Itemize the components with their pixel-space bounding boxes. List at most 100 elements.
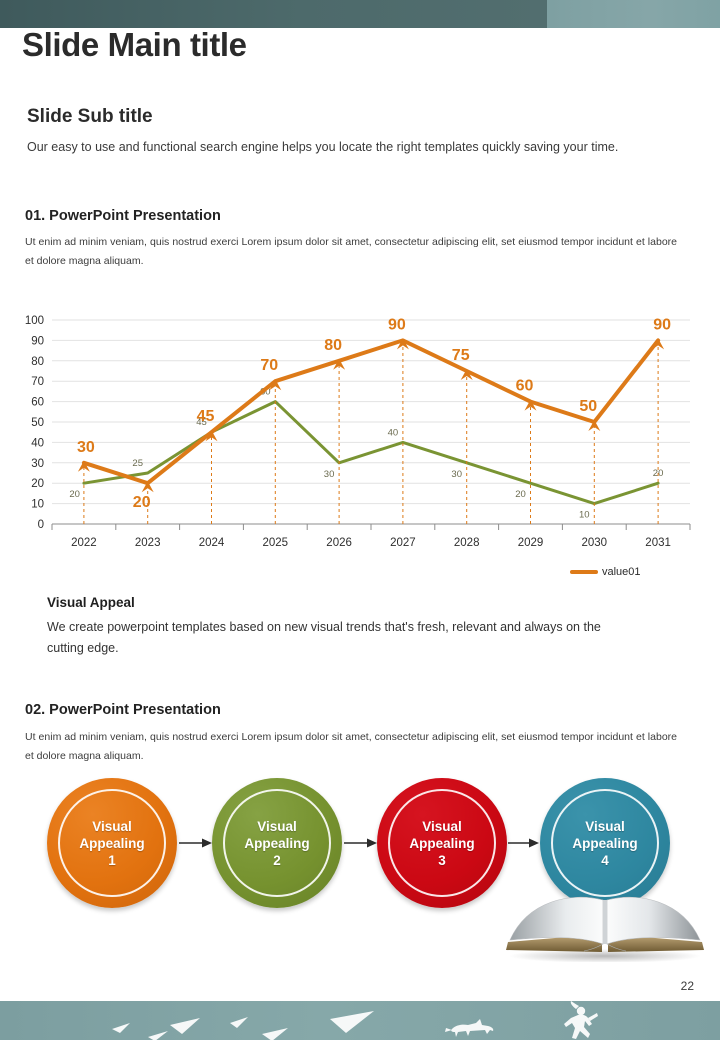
slide-sub-description: Our easy to use and functional search en…: [27, 140, 619, 154]
series-value01-data-label: 20: [133, 494, 151, 511]
series-value02-data-label: 45: [196, 417, 207, 428]
series-line-value01: [81, 338, 661, 486]
process-circle-3-label: Visual Appealing 3: [409, 818, 474, 869]
series-value01-data-label: 80: [324, 337, 342, 354]
process-circles-row: Visual Appealing 1 Visual Appealing 2 Vi…: [0, 778, 720, 913]
y-axis-tick-label: 0: [38, 519, 44, 531]
y-axis-tick-label: 60: [31, 397, 44, 409]
x-axis-tick-label: 2029: [518, 537, 544, 549]
line-chart: 0 10 20 30 40 50 60 70 80 90 100 2022 2023 2024 2025 20…: [12, 312, 702, 562]
circle-inner-ring: [223, 789, 331, 897]
circle-label-line2: Appealing: [409, 835, 475, 851]
legend-label-value01: value01: [602, 566, 641, 578]
header-bar-dark-segment: [0, 0, 547, 28]
series-value01-arrow-marker: [588, 420, 601, 431]
x-axis-tick-label: 2022: [71, 537, 97, 549]
circle-label-line3: 2: [273, 852, 281, 868]
series-value01-data-label: 70: [260, 357, 278, 374]
bird-icon-5: [262, 1028, 288, 1040]
series-value02-data-label: 20: [515, 489, 526, 500]
circle-inner-ring: [551, 789, 659, 897]
series-value01-data-label: 60: [516, 378, 534, 395]
series-value01-data-label: 90: [388, 316, 406, 333]
y-axis-tick-label: 100: [25, 315, 44, 327]
process-circle-2-label: Visual Appealing 2: [244, 818, 309, 869]
visual-appeal-body: We create powerpoint templates based on …: [47, 620, 601, 655]
bird-icon-3: [170, 1018, 200, 1034]
footer-silhouette-art: [112, 1001, 598, 1040]
footer-bar: [0, 1001, 720, 1040]
circle-label-line3: 1: [108, 852, 116, 868]
series-value01-data-label: 75: [452, 347, 470, 364]
series-line-value02: [82, 400, 660, 506]
x-axis-tick-label: 2025: [263, 537, 289, 549]
circle-label-line1: Visual: [92, 818, 132, 834]
x-axis-tick-label: 2023: [135, 537, 161, 549]
chart-legend: value01: [570, 566, 641, 578]
arrow-right-icon-2: [344, 838, 377, 848]
y-axis-tick-label: 40: [31, 437, 44, 449]
y-axis-tick-label: 10: [31, 499, 44, 511]
series-value02-data-label: 20: [69, 489, 80, 500]
section-02-heading: 02. PowerPoint Presentation: [25, 702, 221, 718]
circle-inner-ring: [58, 789, 166, 897]
series-value01-arrow-marker: [652, 338, 665, 350]
series-value01-arrow-marker: [205, 430, 218, 442]
legend-swatch-value01: [570, 570, 598, 574]
series-value01-arrow-marker: [460, 369, 473, 380]
section-01-body: Ut enim ad minim veniam, quis nostrud ex…: [25, 236, 677, 267]
open-book-image: [506, 897, 704, 962]
header-bar-light-segment: [547, 0, 720, 28]
section-01-heading: 01. PowerPoint Presentation: [25, 208, 221, 224]
circle-label-line2: Appealing: [572, 835, 638, 851]
series-value01-arrow-marker: [269, 379, 282, 391]
series-value02-data-label: 40: [388, 427, 399, 438]
bird-icon-6: [330, 1011, 374, 1033]
x-axis-tick-label: 2030: [582, 537, 608, 549]
arrow-right-icon-3: [508, 838, 539, 848]
series-value02-data-label: 60: [260, 387, 271, 398]
process-circle-1[interactable]: Visual Appealing 1: [47, 778, 177, 908]
series-value01-data-label: 45: [197, 408, 215, 425]
page-number: 22: [680, 979, 694, 993]
bird-icon-4: [230, 1017, 248, 1028]
series-value01-arrow-marker: [396, 338, 409, 350]
circle-label-line3: 4: [601, 852, 609, 868]
series-value01-arrow-marker: [333, 358, 346, 370]
circle-label-line2: Appealing: [244, 835, 310, 851]
section-02-body: Ut enim ad minim veniam, quis nostrud ex…: [25, 731, 677, 762]
x-axis-tick-label: 2026: [326, 537, 352, 549]
slide-sub-title: Slide Sub title: [27, 106, 153, 127]
circle-label-line1: Visual: [585, 818, 625, 834]
x-axis-tick-label: 2028: [454, 537, 480, 549]
circle-label-line3: 3: [438, 852, 446, 868]
series-value02-data-label: 10: [579, 510, 590, 521]
dog-silhouette-icon: [445, 1019, 494, 1037]
process-circle-4[interactable]: Visual Appealing 4: [540, 778, 670, 908]
process-circle-3[interactable]: Visual Appealing 3: [377, 778, 507, 908]
circle-label-line1: Visual: [422, 818, 462, 834]
arrow-right-icon-1: [179, 838, 212, 848]
series-value01-data-label: 50: [579, 398, 597, 415]
x-axis-tick-label: 2027: [390, 537, 416, 549]
series-value01-data-label: 90: [653, 316, 671, 333]
process-circle-4-label: Visual Appealing 4: [572, 818, 637, 869]
x-axis-tick-label: 2031: [645, 537, 671, 549]
visual-appeal-title: Visual Appeal: [47, 595, 135, 610]
process-circle-2[interactable]: Visual Appealing 2: [212, 778, 342, 908]
series-value01-arrow-marker: [77, 460, 90, 472]
circle-inner-ring: [388, 789, 496, 897]
bird-icon-2: [148, 1031, 168, 1040]
slide-main-title: Slide Main title: [22, 26, 247, 63]
series-value02-data-label: 30: [324, 469, 335, 480]
y-axis-tick-label: 20: [31, 478, 44, 490]
series-value02-data-label: 30: [451, 469, 462, 480]
y-axis-tick-label: 80: [31, 356, 44, 368]
y-axis-tick-label: 30: [31, 458, 44, 470]
bird-icon-1: [112, 1023, 130, 1033]
series-value01-data-label: 30: [77, 439, 95, 456]
header-bar: [0, 0, 720, 28]
y-axis-tick-label: 50: [31, 417, 44, 429]
circle-label-line1: Visual: [257, 818, 297, 834]
